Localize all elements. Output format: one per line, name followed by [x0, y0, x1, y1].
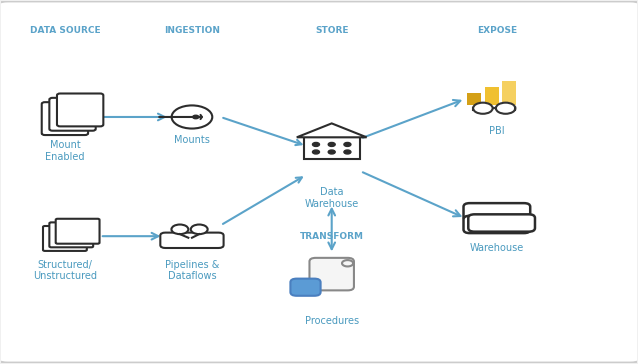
FancyBboxPatch shape: [49, 222, 93, 247]
Text: Data
Warehouse: Data Warehouse: [304, 187, 359, 209]
FancyBboxPatch shape: [502, 82, 516, 105]
Circle shape: [344, 150, 351, 154]
Circle shape: [313, 142, 320, 146]
Text: STORE: STORE: [315, 26, 348, 35]
FancyBboxPatch shape: [290, 278, 320, 296]
FancyBboxPatch shape: [57, 94, 103, 126]
Text: Warehouse: Warehouse: [470, 244, 524, 253]
Circle shape: [193, 115, 199, 119]
Text: Mount
Enabled: Mount Enabled: [45, 141, 85, 162]
Circle shape: [473, 103, 493, 114]
Text: EXPOSE: EXPOSE: [477, 26, 517, 35]
FancyBboxPatch shape: [468, 214, 535, 232]
FancyBboxPatch shape: [41, 102, 88, 135]
Circle shape: [328, 142, 335, 146]
Circle shape: [328, 150, 335, 154]
FancyBboxPatch shape: [464, 216, 530, 233]
Text: Pipelines &
Dataflows: Pipelines & Dataflows: [165, 260, 219, 281]
Text: INGESTION: INGESTION: [164, 26, 220, 35]
Text: Mounts: Mounts: [174, 135, 210, 145]
FancyBboxPatch shape: [49, 98, 96, 131]
Circle shape: [313, 150, 320, 154]
FancyBboxPatch shape: [309, 258, 354, 290]
Text: Structured/
Unstructured: Structured/ Unstructured: [33, 260, 97, 281]
Polygon shape: [297, 123, 367, 137]
FancyBboxPatch shape: [43, 226, 87, 251]
FancyBboxPatch shape: [56, 219, 100, 244]
FancyBboxPatch shape: [304, 137, 360, 159]
Text: PBI: PBI: [489, 126, 505, 136]
Circle shape: [172, 106, 212, 128]
Circle shape: [344, 142, 351, 146]
Circle shape: [496, 103, 516, 114]
Circle shape: [191, 225, 207, 234]
FancyBboxPatch shape: [464, 203, 530, 221]
Text: DATA SOURCE: DATA SOURCE: [29, 26, 100, 35]
FancyBboxPatch shape: [160, 233, 223, 248]
Circle shape: [172, 225, 188, 234]
FancyBboxPatch shape: [485, 87, 499, 105]
FancyBboxPatch shape: [467, 93, 481, 105]
Text: TRANSFORM: TRANSFORM: [300, 232, 364, 241]
Text: Procedures: Procedures: [304, 316, 359, 326]
